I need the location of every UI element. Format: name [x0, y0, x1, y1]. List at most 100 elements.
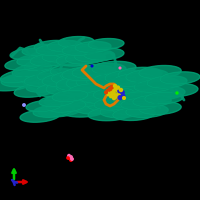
Point [22, 103, 26, 107]
Polygon shape [67, 94, 109, 106]
Polygon shape [74, 100, 120, 114]
Polygon shape [34, 40, 70, 52]
Polygon shape [0, 77, 32, 91]
Polygon shape [46, 81, 94, 95]
Polygon shape [154, 83, 198, 97]
Polygon shape [68, 84, 108, 96]
Polygon shape [39, 95, 75, 107]
Polygon shape [24, 74, 64, 86]
Point [114, 94, 118, 98]
Polygon shape [87, 97, 133, 111]
Polygon shape [75, 50, 115, 62]
Polygon shape [56, 54, 96, 66]
Polygon shape [29, 50, 67, 62]
Polygon shape [126, 105, 168, 117]
Polygon shape [26, 78, 70, 92]
Polygon shape [33, 105, 73, 117]
Polygon shape [86, 73, 134, 87]
Polygon shape [72, 65, 116, 79]
Polygon shape [56, 89, 96, 101]
Point [90, 64, 94, 68]
Polygon shape [105, 70, 149, 84]
Polygon shape [120, 80, 166, 94]
Polygon shape [17, 54, 55, 66]
Polygon shape [20, 110, 60, 122]
Point [69, 158, 73, 162]
Point [117, 92, 121, 96]
Point [175, 91, 179, 95]
Polygon shape [107, 83, 153, 97]
Polygon shape [121, 98, 159, 110]
Point [106, 89, 109, 93]
Polygon shape [42, 50, 82, 62]
Polygon shape [99, 80, 147, 94]
Polygon shape [86, 83, 134, 97]
Point [66, 156, 70, 160]
Polygon shape [93, 88, 135, 100]
Point [68, 157, 72, 160]
Polygon shape [112, 101, 156, 115]
Polygon shape [58, 37, 94, 47]
Polygon shape [56, 79, 104, 93]
Point [110, 89, 113, 92]
Polygon shape [12, 63, 52, 77]
Polygon shape [22, 44, 58, 56]
Polygon shape [100, 104, 144, 118]
Polygon shape [133, 77, 179, 91]
Polygon shape [44, 94, 84, 106]
Polygon shape [118, 92, 158, 104]
Point [119, 88, 123, 92]
Point [111, 91, 115, 95]
Polygon shape [160, 72, 200, 84]
Polygon shape [141, 86, 185, 100]
Polygon shape [128, 89, 172, 103]
Polygon shape [14, 69, 58, 83]
Point [121, 91, 124, 94]
Polygon shape [139, 65, 181, 79]
Polygon shape [30, 54, 70, 66]
Polygon shape [66, 75, 114, 90]
Polygon shape [0, 69, 40, 83]
Point [121, 94, 125, 98]
Polygon shape [76, 74, 124, 89]
Polygon shape [88, 39, 124, 49]
Polygon shape [84, 48, 124, 60]
Polygon shape [47, 41, 83, 51]
Polygon shape [139, 102, 181, 114]
Point [104, 91, 108, 94]
Point [108, 87, 112, 91]
Polygon shape [92, 61, 136, 75]
Point [118, 89, 121, 93]
Polygon shape [54, 46, 94, 58]
Polygon shape [145, 92, 183, 104]
Polygon shape [82, 63, 126, 77]
Polygon shape [51, 71, 95, 84]
Polygon shape [126, 69, 168, 83]
Point [118, 96, 122, 99]
Polygon shape [61, 103, 107, 117]
Polygon shape [56, 77, 104, 91]
Point [116, 86, 120, 89]
Polygon shape [134, 80, 174, 92]
Polygon shape [112, 77, 160, 91]
Polygon shape [118, 67, 162, 81]
Polygon shape [37, 69, 77, 81]
Polygon shape [92, 73, 136, 87]
Polygon shape [75, 42, 111, 52]
Polygon shape [88, 107, 132, 121]
Polygon shape [46, 100, 86, 112]
Polygon shape [24, 57, 64, 71]
Point [113, 84, 117, 88]
Polygon shape [106, 95, 146, 107]
Polygon shape [52, 90, 88, 102]
Polygon shape [62, 93, 106, 107]
Polygon shape [94, 98, 134, 110]
Point [122, 96, 126, 100]
Polygon shape [147, 76, 187, 88]
Polygon shape [50, 64, 90, 76]
Point [110, 85, 114, 89]
Polygon shape [80, 91, 122, 103]
Polygon shape [62, 45, 98, 55]
Polygon shape [38, 103, 82, 117]
Polygon shape [10, 48, 46, 60]
